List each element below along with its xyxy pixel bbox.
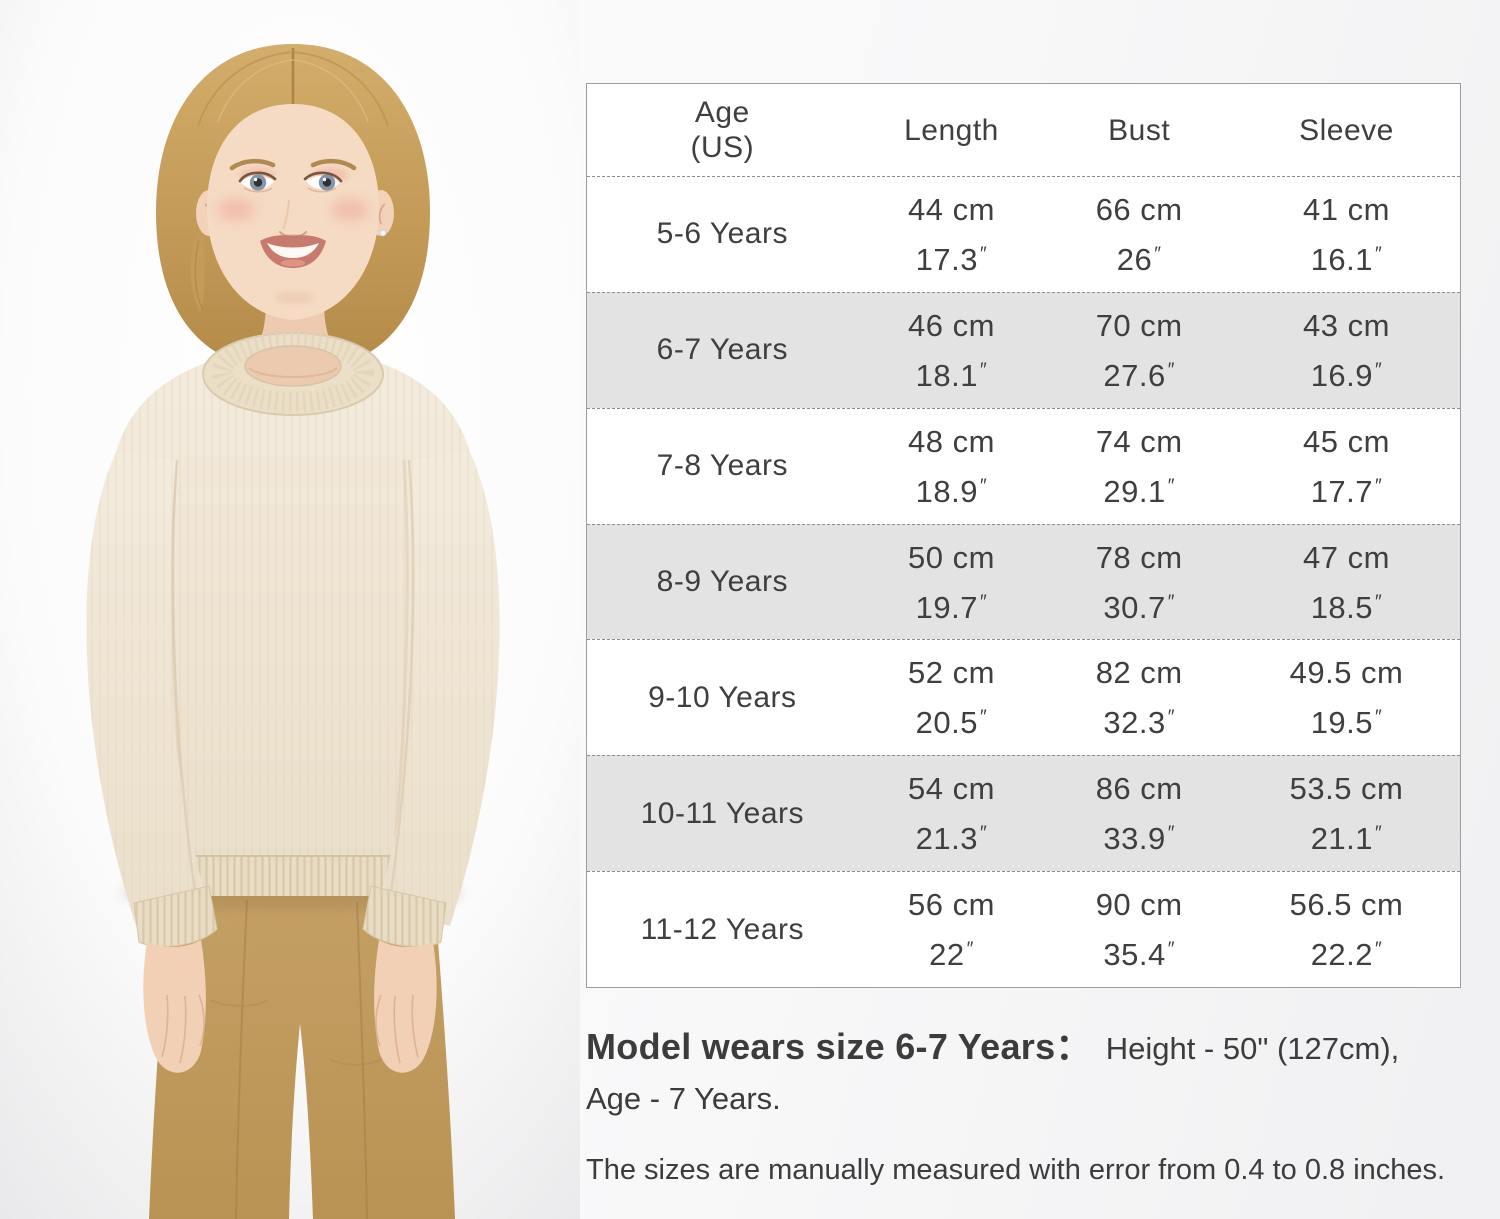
inch-mark: ″: [1167, 707, 1175, 729]
hand-right: [374, 940, 437, 1073]
model-note-value-line2: Age - 7 Years.: [586, 1081, 781, 1116]
header-sleeve: Sleeve: [1299, 113, 1394, 147]
table-row: 9-10 Years 52 cm 20.5 ″ 82 cm 32.3 ″ 49.5 …: [587, 639, 1460, 755]
inch-mark: ″: [980, 475, 988, 497]
length-cell: 46 cm 18.1 ″: [908, 307, 995, 393]
table-row: 7-8 Years 48 cm 18.9 ″ 74 cm 29.1 ″ 45 cm …: [587, 407, 1460, 524]
inch-mark: ″: [966, 939, 974, 961]
sleeve-cell: 49.5 cm 19.5 ″: [1289, 655, 1404, 741]
sleeve-left: [86, 452, 209, 926]
table-row: 10-11 Years 54 cm 21.3 ″ 86 cm 33.9 ″ 53.5…: [587, 755, 1460, 872]
bust-cell: 66 cm 26 ″: [1095, 191, 1183, 277]
age-cell: 9-10 Years: [648, 680, 797, 714]
inch-mark: ″: [1375, 939, 1383, 961]
inch-mark: ″: [1154, 243, 1162, 265]
model-note: Model wears size 6-7 Years： Height - 50" …: [586, 1022, 1500, 1124]
age-cell: 6-7 Years: [656, 333, 788, 367]
collar: [202, 332, 384, 416]
inch-mark: ″: [1375, 243, 1383, 265]
inch-mark: ″: [980, 591, 988, 613]
inch-mark: ″: [1375, 707, 1383, 729]
inch-mark: ″: [1167, 591, 1175, 613]
bust-cell: 82 cm 32.3 ″: [1095, 655, 1183, 741]
blush-right: [331, 199, 369, 221]
sweater: [86, 332, 500, 948]
bust-cell: 70 cm 27.6 ″: [1095, 307, 1183, 393]
table-row: 8-9 Years 50 cm 19.7 ″ 78 cm 30.7 ″ 47 cm …: [587, 523, 1460, 640]
blush-left: [217, 199, 255, 221]
face: [207, 104, 379, 320]
inch-mark: ″: [980, 359, 988, 381]
hair-wisp: [190, 232, 205, 312]
inch-mark: ″: [1375, 591, 1383, 613]
bust-cell: 86 cm 33.9 ″: [1095, 771, 1183, 857]
age-cell: 8-9 Years: [656, 565, 788, 598]
sleeve-cell: 41 cm 16.1 ″: [1303, 191, 1390, 277]
sleeve-cell: 43 cm 16.9 ″: [1303, 307, 1390, 393]
model-note-label: Model wears size 6-7 Years：: [586, 1026, 1092, 1067]
age-cell: 11-12 Years: [640, 912, 805, 946]
earring: [379, 229, 387, 237]
header-age: Age (US): [587, 95, 858, 165]
inch-mark: ″: [1375, 475, 1383, 497]
length-cell: 56 cm 22 ″: [908, 887, 995, 973]
inch-mark: ″: [980, 243, 988, 265]
inch-mark: ″: [980, 823, 988, 845]
notes-section: Model wears size 6-7 Years： Height - 50" …: [586, 1022, 1500, 1187]
model-illustration: [0, 0, 580, 1219]
table-row: 5-6 Years 44 cm 17.3 ″ 66 cm 26 ″ 41 cm 16…: [587, 176, 1460, 292]
inch-mark: ″: [1167, 359, 1175, 381]
model-note-value-line1: Height - 50" (127cm),: [1105, 1031, 1400, 1066]
cuff-left: [133, 885, 218, 948]
age-cell: 10-11 Years: [640, 796, 805, 830]
eye-right: [303, 171, 343, 193]
age-cell: 5-6 Years: [656, 217, 788, 251]
length-cell: 44 cm 17.3 ″: [908, 191, 995, 277]
length-cell: 52 cm 20.5 ″: [908, 655, 995, 741]
inch-mark: ″: [1167, 939, 1175, 961]
inch-mark: ″: [1375, 359, 1383, 381]
inch-mark: ″: [1375, 823, 1383, 845]
inch-mark: ″: [1167, 475, 1175, 497]
inch-mark: ″: [1167, 823, 1175, 845]
sleeve-cell: 56.5 cm 22.2 ″: [1289, 887, 1404, 973]
length-cell: 48 cm 18.9 ″: [908, 423, 995, 509]
header-age-line1: Age: [694, 96, 750, 129]
bust-cell: 74 cm 29.1 ″: [1095, 423, 1183, 509]
inch-mark: ″: [980, 707, 988, 729]
size-table: Age (US) Length Bust Sleeve 5-6 Years 44…: [586, 83, 1461, 988]
cuff-right: [362, 885, 447, 948]
table-row: 6-7 Years 46 cm 18.1 ″ 70 cm 27.6 ″ 43 cm …: [587, 291, 1460, 408]
sleeve-cell: 53.5 cm 21.1 ″: [1289, 771, 1404, 857]
header-age-line2: (US): [690, 131, 755, 164]
length-cell: 54 cm 21.3 ″: [908, 771, 995, 857]
header-length: Length: [904, 113, 999, 147]
sleeve-cell: 47 cm 18.5 ″: [1303, 539, 1390, 625]
disclaimer-note: The sizes are manually measured with err…: [586, 1154, 1446, 1186]
table-header-row: Age (US) Length Bust Sleeve: [587, 84, 1460, 176]
sleeve-right: [377, 452, 500, 926]
eye-left: [238, 171, 277, 193]
hand-left: [143, 940, 206, 1073]
sleeve-cell: 45 cm 17.7 ″: [1303, 423, 1390, 509]
header-bust: Bust: [1108, 113, 1171, 147]
age-cell: 7-8 Years: [656, 449, 788, 483]
bust-cell: 90 cm 35.4 ″: [1095, 887, 1183, 973]
table-row: 11-12 Years 56 cm 22 ″ 90 cm 35.4 ″ 56.5 c…: [587, 871, 1460, 987]
model-photo: [0, 0, 580, 1219]
length-cell: 50 cm 19.7 ″: [908, 539, 995, 625]
bust-cell: 78 cm 30.7 ″: [1095, 539, 1183, 625]
mouth: [260, 235, 326, 268]
